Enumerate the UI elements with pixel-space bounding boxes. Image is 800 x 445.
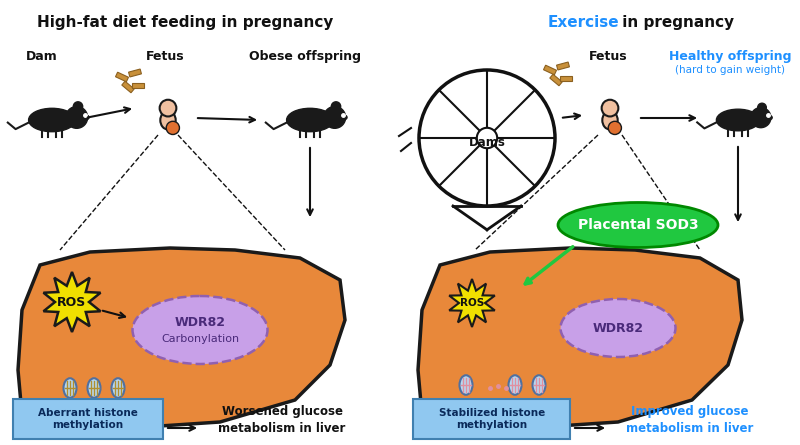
Polygon shape	[122, 81, 134, 93]
Text: (hard to gain weight): (hard to gain weight)	[675, 65, 785, 75]
FancyBboxPatch shape	[413, 399, 570, 439]
Circle shape	[74, 102, 82, 111]
Polygon shape	[115, 72, 129, 82]
Ellipse shape	[509, 375, 522, 395]
Ellipse shape	[341, 115, 347, 120]
Text: Worsened glucose
metabolism in liver: Worsened glucose metabolism in liver	[218, 405, 346, 435]
Ellipse shape	[63, 378, 77, 398]
Circle shape	[419, 70, 555, 206]
Text: Exercise: Exercise	[548, 15, 620, 30]
Ellipse shape	[561, 299, 675, 357]
Text: Obese offspring: Obese offspring	[249, 50, 361, 63]
Circle shape	[477, 128, 498, 148]
Ellipse shape	[160, 111, 176, 129]
Ellipse shape	[111, 378, 125, 398]
Text: Carbonylation: Carbonylation	[161, 334, 239, 344]
Polygon shape	[418, 248, 742, 428]
Text: Healthy offspring: Healthy offspring	[669, 50, 791, 63]
Text: Aberrant histone
methylation: Aberrant histone methylation	[38, 408, 138, 430]
Circle shape	[331, 102, 341, 111]
Ellipse shape	[459, 375, 473, 395]
Circle shape	[166, 121, 179, 134]
Ellipse shape	[286, 108, 334, 132]
Text: High-fat diet feeding in pregnancy: High-fat diet feeding in pregnancy	[37, 15, 333, 30]
Polygon shape	[129, 69, 142, 77]
Polygon shape	[557, 62, 570, 70]
Text: Placental SOD3: Placental SOD3	[578, 218, 698, 232]
Polygon shape	[132, 82, 144, 88]
Ellipse shape	[766, 115, 772, 120]
Polygon shape	[543, 65, 557, 75]
Polygon shape	[43, 272, 101, 332]
Polygon shape	[560, 76, 572, 81]
Text: Improved glucose
metabolism in liver: Improved glucose metabolism in liver	[626, 405, 754, 435]
Text: Fetus: Fetus	[146, 50, 184, 63]
Text: ROS: ROS	[460, 298, 484, 308]
Text: ROS: ROS	[58, 295, 86, 308]
Text: WDR82: WDR82	[593, 321, 643, 335]
Ellipse shape	[533, 375, 546, 395]
Circle shape	[160, 100, 176, 117]
FancyBboxPatch shape	[13, 399, 163, 439]
Text: Stabilized histone
methylation: Stabilized histone methylation	[439, 408, 545, 430]
Ellipse shape	[87, 378, 101, 398]
Circle shape	[750, 108, 771, 128]
Text: Dam: Dam	[26, 50, 58, 63]
Circle shape	[324, 106, 346, 128]
Circle shape	[608, 121, 622, 134]
Circle shape	[602, 100, 618, 117]
Ellipse shape	[82, 115, 89, 120]
Ellipse shape	[558, 202, 718, 247]
Circle shape	[758, 103, 766, 112]
Ellipse shape	[717, 109, 760, 131]
Polygon shape	[18, 248, 345, 428]
Text: Fetus: Fetus	[589, 50, 627, 63]
Polygon shape	[550, 74, 562, 86]
Text: in pregnancy: in pregnancy	[617, 15, 734, 30]
Circle shape	[66, 106, 88, 128]
Text: WDR82: WDR82	[174, 316, 226, 329]
Ellipse shape	[602, 111, 618, 129]
Ellipse shape	[29, 108, 75, 132]
Ellipse shape	[133, 296, 267, 364]
Polygon shape	[449, 279, 495, 327]
Text: Dams: Dams	[469, 137, 506, 150]
